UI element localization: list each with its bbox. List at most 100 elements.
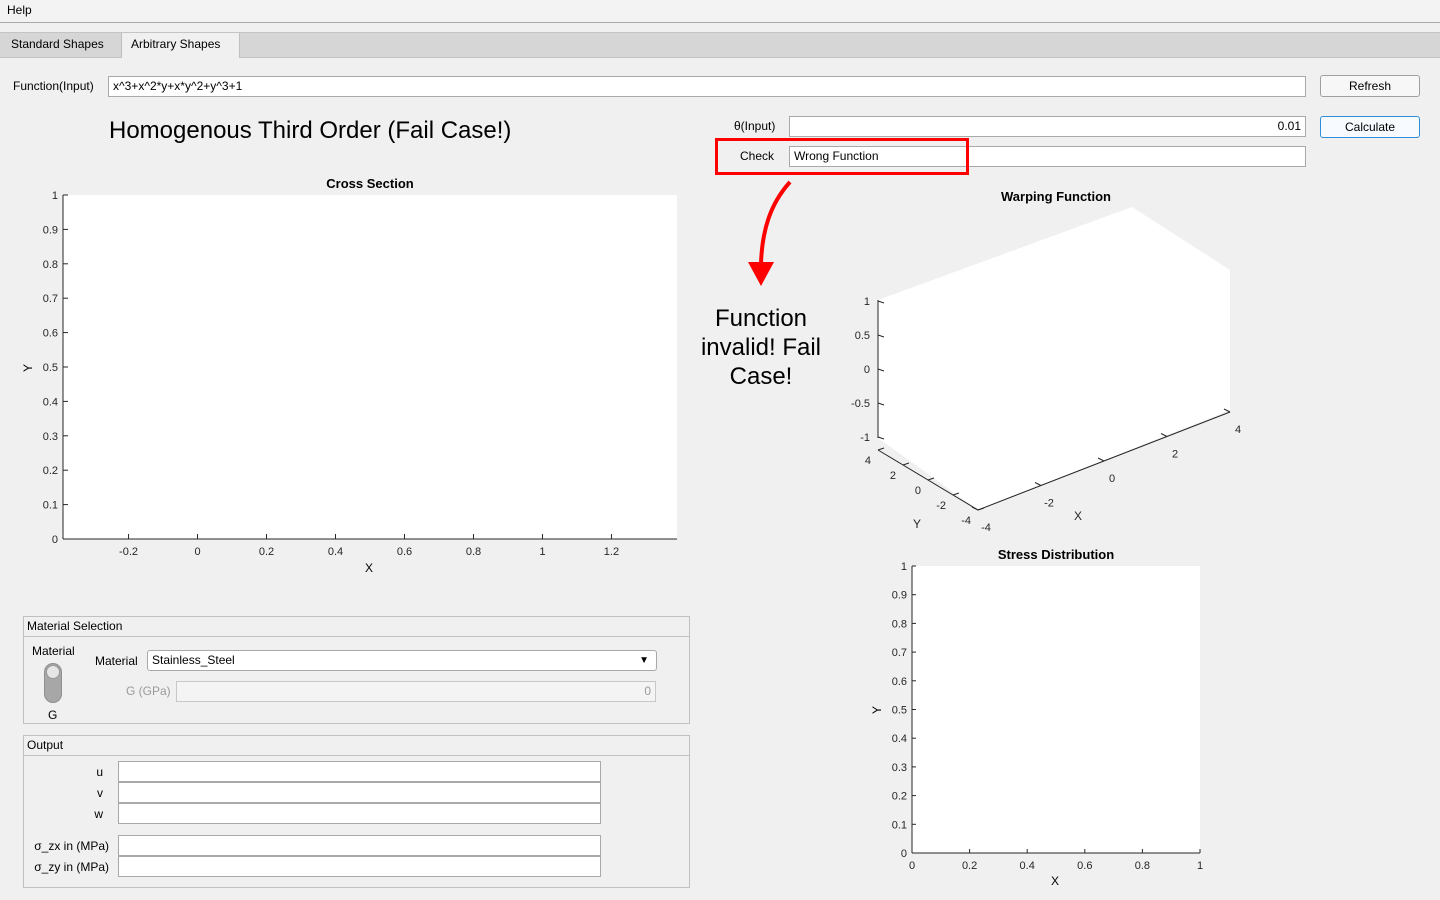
- tab-arbitrary-shapes[interactable]: Arbitrary Shapes: [121, 33, 240, 58]
- function-input-field[interactable]: x^3+x^2*y+x*y^2+y^3+1: [108, 76, 1306, 97]
- cross-section-xlabel: X: [365, 561, 374, 575]
- warping-ytick-label: -2: [936, 500, 946, 512]
- warping-xtick: [1160, 433, 1168, 437]
- cross-section-title: Cross Section: [326, 176, 414, 191]
- warping-ztick: [877, 368, 885, 372]
- menu-help[interactable]: Help: [7, 3, 32, 17]
- output-panel-title: Output: [24, 736, 689, 756]
- warping-xlabel: X: [1074, 509, 1082, 523]
- warping-ytick: [977, 507, 985, 511]
- warping-axes: -1 -0.5 0 0.5 1 -4 -2 0 2 4 -4 -2 0 2 4 X Y: [851, 207, 1241, 534]
- output-panel: Output: [23, 735, 690, 888]
- page-heading: Homogenous Third Order (Fail Case!): [109, 117, 512, 144]
- material-dropdown[interactable]: Stainless_Steel ▼: [147, 650, 657, 671]
- warping-ztick-label: 0: [864, 364, 870, 376]
- stress-ytick-label: 0: [901, 848, 907, 860]
- material-dropdown-value: Stainless_Steel: [152, 653, 235, 667]
- warping-ylabel: Y: [913, 517, 921, 531]
- check-field: Wrong Function: [789, 146, 1306, 167]
- stress-title: Stress Distribution: [997, 547, 1115, 562]
- output-v-field[interactable]: [118, 782, 601, 803]
- stress-ytick-label: 0.3: [892, 762, 907, 774]
- stress-ytick-label: 0.4: [892, 733, 907, 745]
- tab-standard-shapes[interactable]: Standard Shapes: [2, 33, 122, 57]
- tab-strip: Standard Shapes Arbitrary Shapes: [0, 32, 1440, 58]
- output-szx-label: σ_zx in (MPa): [34, 839, 109, 853]
- warping-xtick: [1223, 408, 1231, 413]
- switch-bottom-label: G: [48, 708, 58, 722]
- annotation-arrow: [748, 180, 792, 286]
- cross-section-ytick-label: 1: [52, 190, 58, 202]
- cross-section-ytick-label: 0.7: [43, 293, 58, 305]
- refresh-button[interactable]: Refresh: [1320, 75, 1420, 97]
- output-u-field[interactable]: [118, 761, 601, 782]
- cross-section-xtick-label: 1: [539, 546, 545, 558]
- cross-section-axes: -0.2 0 0.2 0.4 0.6 0.8 1 1.2 0 0.1 0.2 0.3 0.4 0.5 0.6…: [43, 190, 677, 558]
- warping-ztick-label: -0.5: [851, 398, 870, 410]
- warping-xtick-label: 2: [1172, 449, 1178, 461]
- stress-ytick-label: 0.9: [892, 590, 907, 602]
- toggle-knob: [46, 665, 60, 679]
- cross-section-xtick-label: 0: [194, 546, 200, 558]
- cross-section-ytick-label: 0.8: [43, 259, 58, 271]
- warping-plot-area: [878, 207, 1230, 510]
- warping-xtick-label: -4: [981, 522, 991, 534]
- stress-ytick-label: 0.5: [892, 705, 907, 717]
- stress-ytick-label: 0.6: [892, 676, 907, 688]
- warping-ztick: [877, 334, 885, 338]
- stress-xtick-label: 0.8: [1135, 860, 1150, 872]
- output-u-label: u: [96, 765, 103, 779]
- cross-section-ytick-label: 0.1: [43, 500, 58, 512]
- stress-axes: 0 0.2 0.4 0.6 0.8 1 0 0.1 0.2 0.3 0.4 0.5 0.6 0.7 0.8 0…: [892, 561, 1203, 872]
- warping-ztick: [877, 300, 885, 304]
- stress-ytick-label: 0.1: [892, 819, 907, 831]
- cross-section-ytick-label: 0.3: [43, 431, 58, 443]
- check-highlight-box: [715, 138, 969, 175]
- cross-section-xtick-label: 1.2: [604, 546, 619, 558]
- theta-input-label: θ(Input): [734, 119, 776, 133]
- warping-ytick: [877, 447, 885, 451]
- warping-ytick: [902, 462, 910, 466]
- theta-input-field[interactable]: 0.01: [789, 116, 1306, 137]
- output-szx-field[interactable]: [118, 835, 601, 856]
- switch-top-label: Material: [32, 644, 75, 658]
- warping-xtick: [971, 506, 979, 511]
- material-g-toggle[interactable]: [44, 663, 62, 703]
- warping-xtick: [1097, 457, 1105, 462]
- stress-xtick-label: 0: [909, 860, 915, 872]
- warping-ytick-label: 2: [890, 470, 896, 482]
- fail-annotation: Function invalid! Fail Case!: [700, 305, 822, 390]
- cross-section-ytick-label: 0.4: [43, 396, 58, 408]
- output-w-label: w: [94, 807, 103, 821]
- cross-section-ytick-label: 0.9: [43, 224, 58, 236]
- cross-section-xtick-label: 0.2: [259, 546, 274, 558]
- stress-ytick-label: 0.2: [892, 791, 907, 803]
- warping-xtick-label: 4: [1235, 424, 1241, 436]
- g-gpa-field: 0: [176, 681, 656, 702]
- stress-plot-area: [912, 566, 1200, 853]
- cross-section-plot-area: [63, 195, 677, 539]
- warping-ztick-label: 0.5: [855, 330, 870, 342]
- check-label: Check: [740, 149, 775, 163]
- stress-ytick-label: 0.8: [892, 618, 907, 630]
- stress-ylabel: Y: [870, 705, 885, 715]
- output-szy-label: σ_zy in (MPa): [34, 860, 109, 874]
- warping-ytick-label: -4: [961, 515, 971, 527]
- chevron-down-icon: ▼: [639, 655, 649, 666]
- cross-section-xtick-label: 0.4: [328, 546, 343, 558]
- material-selection-panel: Material Selection: [23, 616, 690, 724]
- warping-ztick-label: -1: [860, 432, 870, 444]
- warping-xtick-label: 0: [1109, 473, 1115, 485]
- cross-section-xtick-label: -0.2: [119, 546, 138, 558]
- stress-ytick-label: 1: [901, 561, 907, 573]
- cross-section-ylabel: Y: [21, 363, 36, 373]
- warping-ytick: [927, 477, 935, 481]
- output-szy-field[interactable]: [118, 856, 601, 877]
- warping-ytick-label: 0: [915, 485, 921, 497]
- cross-section-ytick-label: 0: [52, 534, 58, 546]
- output-w-field[interactable]: [118, 803, 601, 824]
- calculate-button[interactable]: Calculate: [1320, 116, 1420, 138]
- warping-xtick: [1034, 482, 1042, 486]
- stress-xtick-label: 0.2: [962, 860, 977, 872]
- warping-ytick-label: 4: [865, 455, 871, 467]
